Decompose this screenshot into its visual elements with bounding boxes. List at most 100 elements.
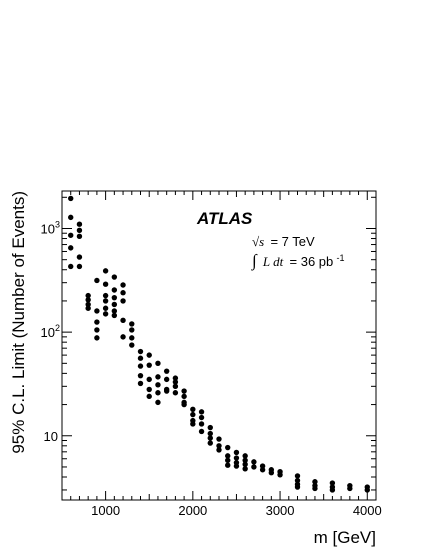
data-point bbox=[129, 327, 135, 333]
data-point bbox=[312, 485, 318, 492]
data-point bbox=[146, 362, 152, 368]
data-point bbox=[111, 312, 118, 319]
x-tick-label: 4000 bbox=[353, 503, 382, 518]
data-point bbox=[146, 376, 152, 383]
data-points bbox=[68, 195, 370, 493]
data-point bbox=[102, 268, 109, 274]
data-point bbox=[85, 301, 91, 308]
data-point bbox=[163, 368, 170, 374]
lumi-value: = 36 pb bbox=[290, 254, 334, 269]
data-point bbox=[181, 388, 187, 394]
data-point bbox=[102, 292, 109, 299]
data-point bbox=[155, 360, 161, 367]
data-point bbox=[102, 298, 109, 304]
data-point bbox=[198, 421, 205, 427]
integral-symbol: ∫ bbox=[251, 251, 258, 271]
x-tick-label: 3000 bbox=[266, 503, 295, 518]
data-point bbox=[268, 470, 275, 476]
energy-value: = 7 TeV bbox=[270, 234, 315, 249]
y-tick-label: 10 bbox=[44, 429, 58, 444]
x-tick-label: 2000 bbox=[178, 503, 207, 518]
data-point bbox=[216, 443, 222, 449]
data-point bbox=[111, 301, 118, 308]
data-point bbox=[111, 287, 118, 293]
data-point bbox=[137, 348, 144, 355]
energy-annotation: √s = 7 TeV bbox=[252, 234, 315, 249]
data-point bbox=[233, 455, 240, 461]
data-point bbox=[225, 444, 231, 451]
data-point bbox=[111, 308, 118, 314]
data-point bbox=[94, 277, 100, 284]
data-point bbox=[294, 477, 301, 484]
data-point bbox=[225, 453, 231, 459]
data-point bbox=[120, 298, 126, 304]
data-point bbox=[259, 467, 266, 473]
data-point bbox=[155, 399, 161, 406]
data-point bbox=[146, 386, 152, 393]
data-point bbox=[172, 390, 179, 396]
data-point bbox=[242, 466, 248, 472]
data-point bbox=[76, 227, 83, 234]
data-point bbox=[190, 421, 196, 427]
data-point bbox=[94, 319, 100, 325]
data-point bbox=[242, 461, 248, 468]
data-point bbox=[102, 305, 109, 311]
x-axis-title: m [GeV] bbox=[314, 528, 376, 547]
data-point bbox=[120, 290, 126, 296]
data-point bbox=[251, 464, 257, 470]
data-point bbox=[155, 390, 161, 396]
data-point bbox=[216, 436, 222, 442]
data-point bbox=[94, 308, 100, 314]
y-axis-title: 95% C.L. Limit (Number of Events) bbox=[9, 191, 28, 454]
x-tick-label: 1000 bbox=[91, 503, 120, 518]
data-point bbox=[190, 411, 196, 418]
data-point bbox=[172, 379, 179, 385]
data-point bbox=[68, 245, 74, 251]
data-point bbox=[76, 254, 83, 260]
data-point bbox=[225, 462, 231, 468]
data-point bbox=[251, 459, 257, 465]
data-point bbox=[216, 447, 222, 453]
data-point bbox=[294, 473, 301, 479]
data-point bbox=[347, 485, 353, 492]
data-point bbox=[68, 232, 74, 238]
data-point bbox=[329, 487, 336, 493]
data-point bbox=[137, 363, 144, 369]
data-point bbox=[120, 282, 126, 288]
data-point bbox=[277, 472, 283, 478]
data-point bbox=[181, 401, 187, 408]
data-point bbox=[68, 195, 74, 202]
data-point bbox=[312, 479, 318, 485]
data-point bbox=[85, 305, 91, 311]
data-point bbox=[68, 214, 74, 221]
data-point bbox=[111, 274, 118, 280]
data-point bbox=[207, 440, 213, 446]
data-point bbox=[120, 317, 126, 324]
data-point bbox=[207, 435, 213, 441]
sqrt-s-symbol: √s bbox=[252, 234, 264, 249]
data-point bbox=[85, 297, 91, 303]
plot-frame bbox=[61, 190, 377, 501]
data-point bbox=[111, 294, 118, 301]
data-point bbox=[364, 487, 370, 493]
atlas-label: ATLAS bbox=[196, 209, 253, 228]
data-point bbox=[163, 376, 170, 383]
data-point bbox=[146, 393, 152, 400]
data-point bbox=[242, 453, 248, 459]
data-point bbox=[225, 457, 231, 463]
data-point bbox=[155, 374, 161, 380]
data-point bbox=[172, 383, 179, 390]
data-point bbox=[233, 449, 240, 456]
data-point bbox=[129, 342, 135, 348]
data-point bbox=[198, 414, 205, 421]
data-point bbox=[76, 221, 83, 227]
data-point bbox=[198, 428, 205, 435]
data-point bbox=[190, 406, 196, 413]
y-tick-label: 102 bbox=[41, 323, 60, 340]
data-point bbox=[76, 233, 83, 240]
data-point bbox=[163, 388, 170, 394]
lumi-annotation: ∫ L dt = 36 pb -1 bbox=[251, 251, 345, 271]
data-point bbox=[102, 281, 109, 287]
data-point bbox=[129, 335, 135, 341]
